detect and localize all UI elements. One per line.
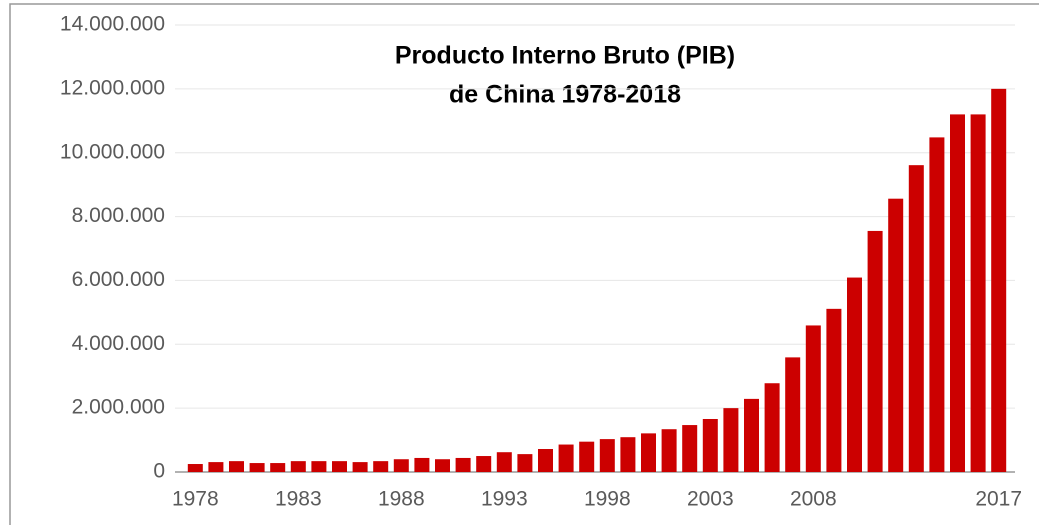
bar bbox=[373, 461, 389, 472]
x-tick-label: 2003 bbox=[687, 488, 734, 511]
bar bbox=[414, 457, 430, 472]
y-tick-label: 4.000.000 bbox=[72, 332, 165, 355]
bar bbox=[702, 418, 718, 472]
y-tick-label: 0 bbox=[153, 460, 165, 483]
x-tick-label: 1993 bbox=[481, 488, 528, 511]
bar bbox=[558, 444, 574, 472]
bar bbox=[476, 456, 492, 472]
x-tick-label: 1988 bbox=[378, 488, 425, 511]
bar bbox=[620, 437, 636, 472]
bar bbox=[805, 325, 821, 472]
bar bbox=[599, 439, 615, 472]
y-tick-label: 10.000.000 bbox=[60, 140, 165, 163]
bar bbox=[929, 137, 945, 473]
y-tick-label: 6.000.000 bbox=[72, 268, 165, 291]
bar bbox=[641, 433, 656, 472]
bar bbox=[187, 464, 203, 472]
chart-title: de China 1978-2018 bbox=[449, 81, 681, 109]
bar bbox=[229, 461, 244, 472]
bar bbox=[991, 88, 1007, 472]
bar bbox=[908, 165, 924, 472]
bar bbox=[517, 454, 533, 472]
bar bbox=[867, 230, 883, 472]
bar bbox=[393, 459, 409, 472]
bar bbox=[723, 408, 739, 472]
x-tick-label: 1998 bbox=[584, 488, 631, 511]
bar bbox=[270, 463, 286, 472]
y-tick-label: 2.000.000 bbox=[72, 396, 165, 419]
x-tick-label: 2008 bbox=[790, 488, 837, 511]
bar bbox=[744, 398, 759, 472]
bar bbox=[496, 452, 512, 472]
bar bbox=[455, 457, 471, 472]
x-tick-label: 2017 bbox=[975, 488, 1022, 511]
bar bbox=[538, 449, 553, 472]
bar bbox=[290, 461, 306, 472]
bar bbox=[332, 461, 347, 472]
bar bbox=[435, 459, 450, 472]
bar bbox=[311, 461, 327, 472]
bar bbox=[682, 425, 698, 472]
bar bbox=[249, 463, 265, 472]
y-tick-label: 14.000.000 bbox=[60, 13, 165, 36]
y-tick-label: 8.000.000 bbox=[72, 204, 165, 227]
bar bbox=[970, 114, 986, 473]
bar bbox=[764, 383, 780, 472]
bar bbox=[579, 441, 595, 472]
bar bbox=[661, 429, 677, 472]
frame bbox=[9, 3, 1039, 525]
x-tick-label: 1978 bbox=[172, 488, 219, 511]
y-tick-label: 12.000.000 bbox=[60, 76, 165, 99]
bar bbox=[352, 462, 368, 472]
x-tick-label: 1983 bbox=[275, 488, 322, 511]
bar bbox=[785, 357, 801, 472]
bar bbox=[826, 308, 842, 472]
bar bbox=[208, 462, 224, 472]
chart-title: Producto Interno Bruto (PIB) bbox=[395, 42, 735, 70]
bar bbox=[847, 277, 862, 472]
bar bbox=[950, 114, 965, 473]
bar bbox=[888, 198, 904, 473]
